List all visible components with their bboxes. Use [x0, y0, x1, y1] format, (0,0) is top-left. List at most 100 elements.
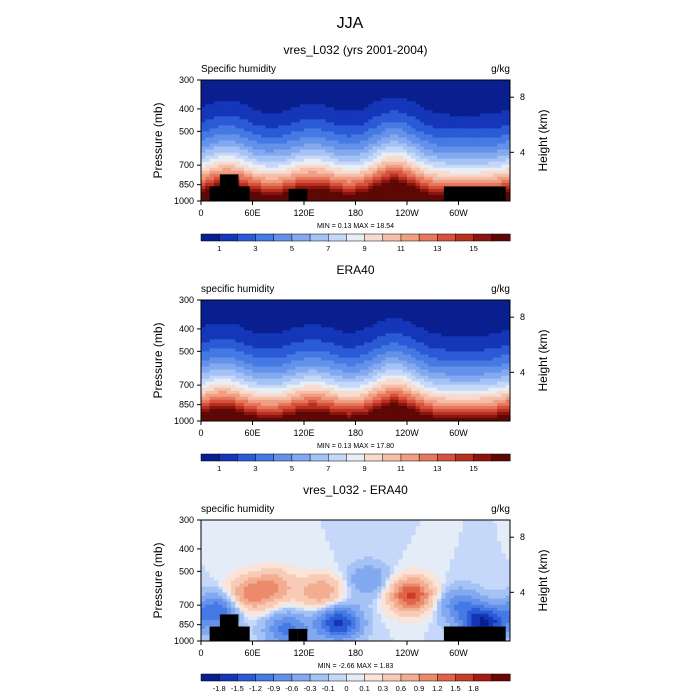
contour-cell [248, 167, 253, 172]
contour-cell [222, 402, 228, 407]
contour-cell [454, 92, 459, 96]
contour-cell [385, 134, 391, 138]
contour-cell [437, 89, 442, 93]
contour-cell [428, 122, 434, 126]
contour-cell [351, 101, 356, 105]
contour-cell [201, 330, 206, 334]
contour-cell [488, 137, 494, 141]
contour-cell [286, 357, 292, 361]
colorbar-swatch [400, 233, 420, 242]
contour-cell [368, 131, 374, 135]
contour-cell [329, 309, 335, 313]
contour-cell [411, 185, 416, 190]
contour-cell [273, 95, 279, 99]
contour-cell [278, 369, 283, 373]
contour-cell [286, 351, 292, 355]
contour-cell [342, 375, 348, 380]
contour-cell [243, 116, 249, 120]
contour-cell [226, 161, 232, 166]
contour-cell [471, 182, 477, 187]
contour-cell [231, 366, 236, 370]
contour-cell [312, 315, 318, 319]
contour-cell [265, 155, 271, 160]
contour-cell [209, 318, 215, 322]
contour-cell [475, 167, 481, 172]
contour-cell [394, 131, 399, 135]
contour-cell [355, 306, 361, 310]
contour-cell [201, 197, 206, 202]
contour-cell [351, 113, 356, 117]
contour-cell [449, 179, 455, 184]
contour-cell [437, 95, 442, 99]
contour-cell [501, 176, 507, 181]
contour-cell [376, 384, 382, 389]
contour-cell [376, 128, 382, 132]
contour-cell [394, 378, 399, 383]
contour-cell [286, 107, 292, 111]
contour-cell [419, 143, 425, 147]
contour-cell [346, 173, 352, 178]
contour-cell [376, 300, 382, 304]
contour-cell [286, 125, 292, 129]
contour-cell [501, 134, 507, 138]
contour-cell [334, 185, 339, 190]
contour-cell [308, 324, 313, 328]
contour-cell [458, 104, 464, 108]
contour-cell [295, 387, 301, 392]
contour-cell [213, 164, 219, 169]
contour-cell [402, 164, 408, 169]
contour-cell [424, 116, 429, 120]
contour-cell [218, 83, 223, 87]
contour-cell [385, 351, 391, 355]
contour-cell [368, 351, 374, 355]
contour-cell [424, 155, 429, 160]
contour-cell [201, 110, 206, 114]
contour-cell [467, 143, 472, 147]
contour-cell [273, 125, 279, 129]
contour-cell [398, 146, 404, 150]
contour-cell [376, 176, 382, 181]
contour-cell [252, 197, 258, 202]
contour-cell [239, 110, 245, 114]
contour-cell [467, 122, 472, 126]
contour-cell [351, 312, 356, 316]
contour-cell [235, 86, 241, 90]
contour-cell [248, 83, 253, 87]
contour-cell [445, 164, 451, 169]
contour-cell [359, 327, 365, 331]
contour-cell [389, 336, 395, 340]
contour-cell [261, 366, 266, 370]
contour-cell [205, 357, 210, 361]
contour-cell [329, 375, 335, 380]
contour-cell [432, 149, 438, 153]
topography-block [443, 186, 506, 201]
contour-cell [231, 134, 236, 138]
contour-cell [252, 342, 258, 346]
contour-cell [239, 170, 245, 175]
contour-cell [445, 104, 451, 108]
contour-cell [256, 128, 262, 132]
contour-cell [248, 336, 253, 340]
contour-cell [201, 161, 206, 166]
contour-cell [308, 354, 313, 358]
contour-cell [261, 345, 266, 349]
contour-cell [381, 170, 386, 175]
contour-cell [364, 405, 369, 410]
contour-cell [209, 324, 215, 328]
contour-cell [235, 158, 241, 163]
contour-cell [411, 170, 416, 175]
contour-cell [222, 107, 228, 111]
contour-cell [329, 381, 335, 386]
contour-cell [304, 98, 309, 102]
contour-cell [325, 134, 331, 138]
contour-cell [398, 137, 404, 141]
contour-cell [364, 110, 369, 114]
contour-cell [239, 312, 245, 316]
contour-cell [321, 324, 326, 328]
contour-cell [226, 402, 232, 407]
contour-cell [239, 360, 245, 364]
contour-cell [269, 113, 275, 117]
contour-cell [304, 354, 309, 358]
contour-cell [355, 176, 361, 181]
contour-cell [316, 95, 322, 99]
